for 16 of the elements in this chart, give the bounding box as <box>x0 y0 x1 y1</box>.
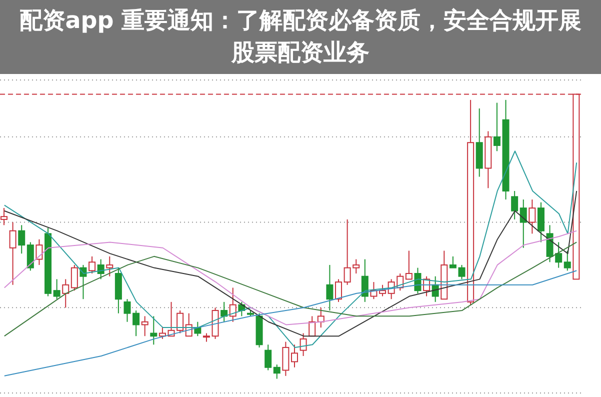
candlestick <box>502 99 510 200</box>
candlestick <box>132 310 140 337</box>
candlestick <box>141 316 148 337</box>
candlestick <box>62 278 70 308</box>
candlestick <box>520 199 527 248</box>
candlestick <box>18 224 26 254</box>
chart-title: 配资app 重要通知：了解配资必备资质，安全合规开展股票配资业务 <box>0 0 601 74</box>
candlestick <box>335 278 342 302</box>
candlestick <box>273 364 280 380</box>
candlestick <box>326 264 334 311</box>
candlestick <box>476 108 483 178</box>
candlestick <box>212 307 219 340</box>
candlestick <box>528 199 536 234</box>
candlestick <box>9 222 16 286</box>
candlestick <box>124 298 131 322</box>
candlestick <box>484 130 492 189</box>
